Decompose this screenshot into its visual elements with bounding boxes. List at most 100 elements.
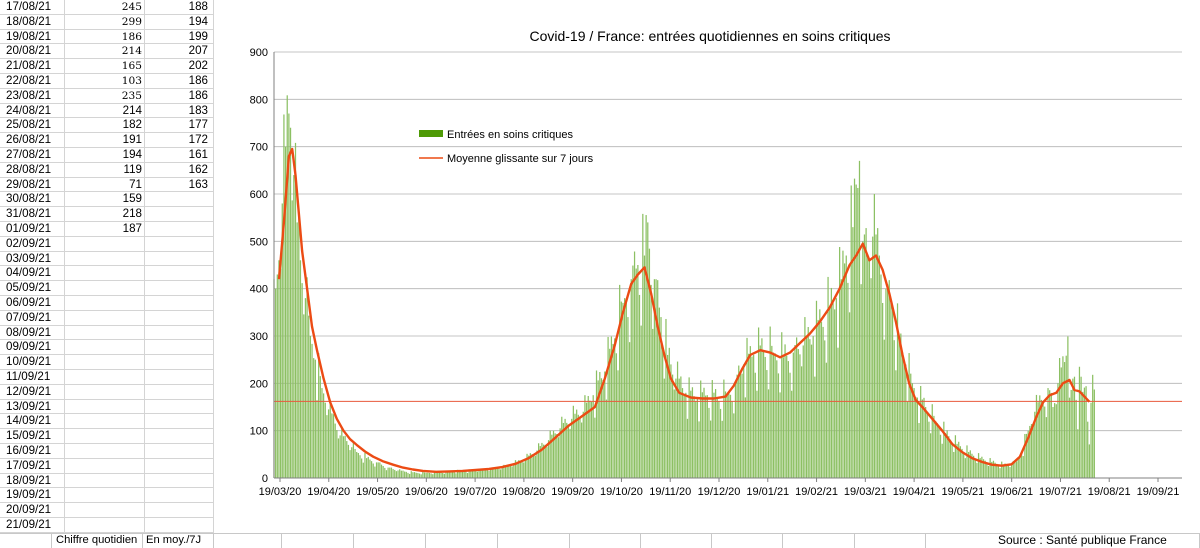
grid-lines (274, 51, 1182, 479)
chart-title: Covid-19 / France: entrées quotidiennes … (529, 28, 890, 44)
cell-average (145, 222, 214, 237)
bar-day (572, 405, 574, 478)
bar-day (923, 397, 925, 478)
sheet-row: 14/09/21 (0, 414, 214, 430)
footer-col-empty-9 (783, 534, 855, 548)
bar-day (478, 470, 480, 478)
y-tick-label: 600 (250, 189, 268, 201)
bar-day (762, 350, 765, 478)
bar-day (352, 442, 355, 478)
bar-day (470, 470, 472, 478)
bar-day (628, 342, 631, 478)
bar-day (1034, 411, 1036, 478)
bar-day (728, 392, 730, 478)
cell-daily (65, 355, 145, 370)
footer-source: Source : Santé publique France (926, 534, 1200, 548)
cell-date: 13/09/21 (0, 399, 65, 415)
bar-day (900, 333, 902, 478)
bar-day (898, 340, 900, 478)
bar-day (1035, 394, 1038, 478)
bar-day (397, 470, 399, 478)
bar-day (703, 387, 705, 478)
bar-day (1030, 424, 1033, 478)
bar-day (734, 383, 737, 478)
bar-day (1029, 425, 1031, 478)
bar-day (939, 434, 942, 478)
cell-average: 161 (145, 148, 214, 163)
bar-day (1067, 336, 1069, 478)
bar-day (901, 352, 904, 478)
bar-day (1088, 444, 1091, 478)
bar-day (332, 414, 335, 478)
bar-day (925, 407, 927, 478)
bar-day (579, 416, 581, 478)
cell-date: 31/08/21 (0, 207, 65, 222)
y-tick-label: 700 (250, 142, 268, 154)
bar-day (772, 352, 775, 478)
bar-day (547, 440, 550, 478)
bar-day (301, 283, 303, 478)
bar-day (456, 469, 459, 478)
bar-day (1014, 461, 1016, 478)
bar-day (412, 472, 414, 478)
bar-day (789, 372, 791, 478)
bar-day (1042, 400, 1044, 478)
bar-day (870, 278, 872, 478)
bar-day (824, 340, 826, 478)
bar-day (675, 378, 677, 478)
cell-date: 26/08/21 (0, 133, 65, 148)
cell-date: 02/09/21 (0, 236, 65, 252)
bar-day (878, 255, 880, 478)
bar-day (964, 458, 966, 478)
bar-day (395, 471, 398, 478)
bar-day (814, 376, 816, 478)
bar-day (604, 371, 606, 478)
cell-daily (65, 325, 145, 341)
bar-day (534, 455, 536, 478)
bar-day (1024, 433, 1026, 478)
bar-day (857, 187, 859, 478)
bar-day (405, 471, 407, 478)
footer-col-date (0, 534, 52, 548)
bar-day (1047, 388, 1049, 478)
cell-date: 17/08/21 (0, 0, 65, 15)
bar-day (394, 469, 396, 478)
bar-day (653, 279, 656, 478)
bar-day (334, 423, 336, 478)
cell-average: 183 (145, 103, 214, 119)
bar-day (1007, 465, 1009, 478)
bar-day (753, 354, 755, 478)
bar-day (286, 95, 288, 478)
cell-average: 207 (145, 44, 214, 60)
bar-day (571, 418, 573, 478)
bar-day (440, 472, 442, 478)
cell-date: 22/08/21 (0, 74, 65, 89)
bar-day (771, 345, 773, 478)
bar-day (410, 471, 412, 478)
bar-day (863, 234, 866, 478)
bar-day (587, 395, 589, 478)
cell-average: 172 (145, 133, 214, 148)
bar-day (958, 441, 960, 478)
cell-daily (65, 236, 145, 252)
cell-date: 05/09/21 (0, 281, 65, 296)
bar-day (589, 400, 591, 478)
bar-day (415, 472, 417, 478)
bar-day (599, 372, 601, 478)
bar-day (1017, 458, 1019, 478)
bar-day (1022, 456, 1024, 478)
bar-day (1087, 421, 1089, 478)
cell-daily (65, 384, 145, 400)
bar-day (938, 427, 940, 478)
bar-day (1072, 378, 1074, 478)
bar-day (319, 376, 321, 478)
cell-average: 186 (145, 74, 214, 89)
bar-day (356, 451, 358, 478)
bar-day (710, 420, 712, 478)
bar-day (331, 413, 333, 478)
bar-day (690, 390, 692, 478)
bar-day (600, 378, 603, 478)
bar-day (779, 392, 781, 478)
cell-average (145, 473, 214, 489)
bar-day (304, 298, 307, 478)
